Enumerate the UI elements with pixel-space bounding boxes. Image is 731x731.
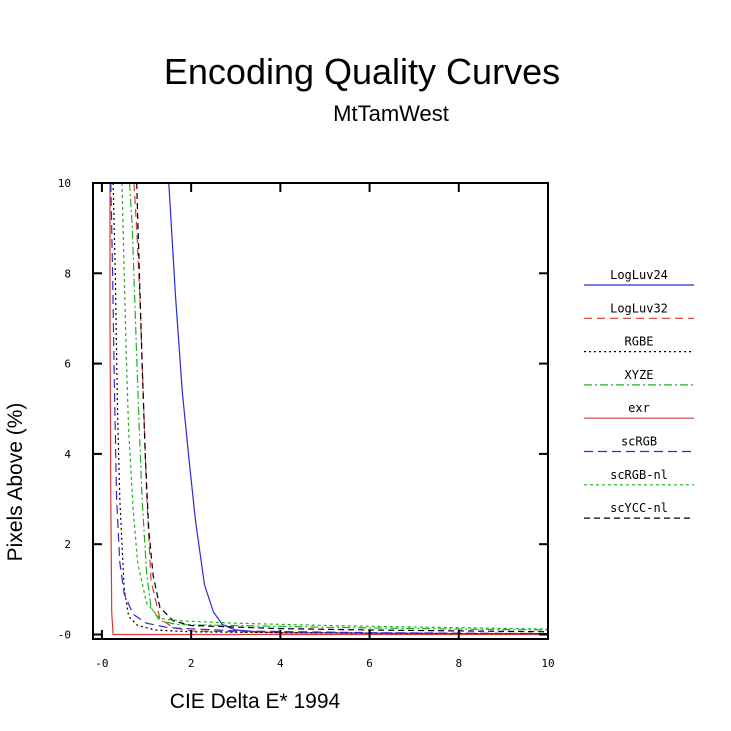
x-tick-label: 6 <box>366 657 373 670</box>
legend-label-scrgb: scRGB <box>621 435 657 449</box>
y-axis-label: Pixels Above (%) <box>4 403 27 562</box>
x-tick-label: 2 <box>188 657 195 670</box>
legend-label-scycc-nl: scYCC-nl <box>610 501 668 515</box>
y-tick-label: 6 <box>64 358 71 371</box>
legend-label-exr: exr <box>628 401 650 415</box>
y-tick-label: -0 <box>58 628 71 641</box>
series-line-rgbe <box>112 183 548 635</box>
x-tick-label: 10 <box>541 657 554 670</box>
legend-label-xyze: XYZE <box>625 368 654 382</box>
series-line-exr <box>109 183 548 636</box>
x-tick-label: -0 <box>95 657 108 670</box>
legend-label-rgbe: RGBE <box>625 335 654 349</box>
y-tick-label: 8 <box>64 267 71 280</box>
y-tick-label: 4 <box>64 448 71 461</box>
y-tick-label: 2 <box>64 538 71 551</box>
legend-label-logluv24: LogLuv24 <box>610 268 668 282</box>
series-line-xyze <box>129 183 548 631</box>
plot-frame <box>92 182 549 640</box>
series-line-scrgb-nl <box>121 183 548 630</box>
axis-ticks: -0 2 4 6 8 10 -0 2 4 6 8 10 <box>58 177 555 670</box>
x-tick-label: 4 <box>277 657 284 670</box>
legend: LogLuv24 LogLuv32 RGBE XYZE exr scRGB scRGB-nl… <box>584 268 694 519</box>
chart-title: Encoding Quality Curves <box>164 51 560 92</box>
x-axis-label: CIE Delta E* 1994 <box>170 690 341 713</box>
legend-label-logluv32: LogLuv32 <box>610 301 668 315</box>
series-line-scrgb <box>110 183 548 635</box>
plot-series <box>109 183 548 636</box>
legend-label-scrgb-nl: scRGB-nl <box>610 468 668 482</box>
series-line-scycc-nl <box>136 183 548 633</box>
series-line-logluv32 <box>133 183 548 635</box>
y-tick-label: 10 <box>58 177 71 190</box>
x-tick-label: 8 <box>455 657 462 670</box>
chart-subtitle: MtTamWest <box>333 101 449 126</box>
series-line-logluv24 <box>168 183 548 635</box>
